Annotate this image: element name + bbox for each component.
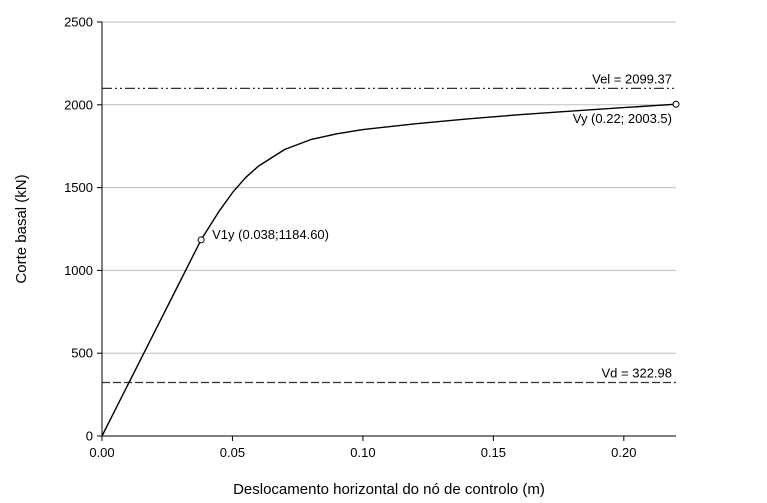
- x-tick-label: 0.00: [89, 445, 114, 460]
- x-axis-label: Deslocamento horizontal do nó de control…: [233, 481, 545, 498]
- y-tick-label: 2000: [64, 97, 93, 112]
- x-tick-label: 0.05: [220, 445, 245, 460]
- y-ticks: 0 500 1000 1500 2000 2500: [64, 15, 102, 444]
- points-group: V1y (0.038;1184.60) Vy (0.22; 2003.5): [197, 100, 680, 244]
- gridlines: [102, 21, 676, 354]
- y-tick-label: 0: [86, 429, 93, 444]
- x-tick-label: 0.20: [611, 445, 636, 460]
- reference-line-label: Vel = 2099.37: [592, 71, 672, 86]
- y-tick-label: 1000: [64, 263, 93, 278]
- reference-lines: Vel = 2099.37 Vd = 322.98: [102, 71, 676, 384]
- y-tick-label: 1500: [64, 180, 93, 195]
- point-label: Vy (0.22; 2003.5): [573, 111, 672, 126]
- pushover-curve: [101, 103, 677, 437]
- y-axis-label: Corte basal (kN): [13, 174, 30, 283]
- curve-point: [197, 236, 205, 244]
- x-ticks: 0.00 0.05 0.10 0.15 0.20: [89, 436, 636, 460]
- curve-point: [672, 100, 680, 108]
- point-label: V1y (0.038;1184.60): [212, 227, 329, 242]
- axes: [101, 22, 676, 437]
- x-tick-label: 0.15: [481, 445, 506, 460]
- y-tick-label: 2500: [64, 15, 93, 30]
- series-group: [101, 103, 677, 437]
- x-tick-label: 0.10: [350, 445, 375, 460]
- reference-line-label: Vd = 322.98: [602, 366, 672, 381]
- y-tick-label: 500: [71, 346, 93, 361]
